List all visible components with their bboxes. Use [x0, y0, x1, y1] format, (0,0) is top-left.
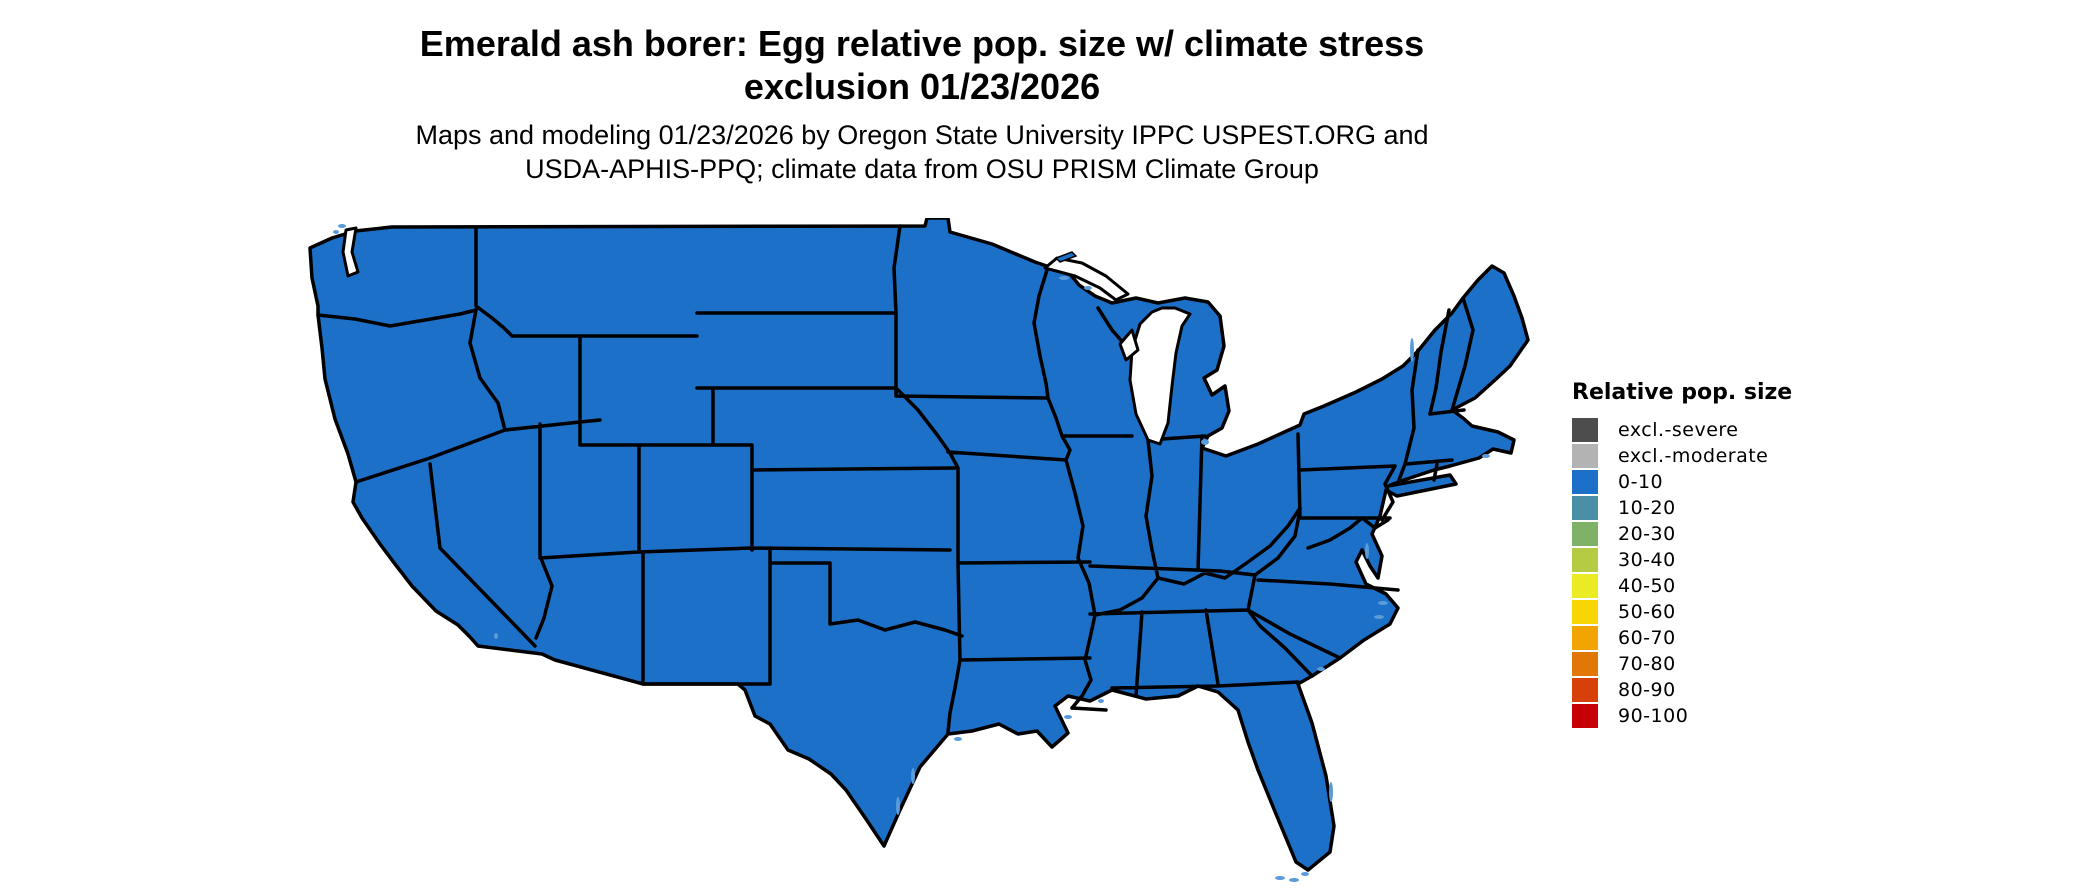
legend-label: 30-40 [1618, 549, 1676, 571]
legend-label: 90-100 [1618, 705, 1689, 727]
legend-label: 70-80 [1618, 653, 1676, 675]
isle-royale [1054, 251, 1078, 263]
legend-swatch [1572, 600, 1598, 624]
state-borders [316, 224, 1475, 734]
title-line-2: exclusion 01/23/2026 [743, 66, 1101, 107]
legend-label: 20-30 [1618, 523, 1676, 545]
legend-item-90-100: 90-100 [1572, 704, 1792, 728]
legend-swatch [1572, 704, 1598, 728]
islands [1054, 251, 1078, 263]
legend-item-70-80: 70-80 [1572, 652, 1792, 676]
legend-swatch [1572, 574, 1598, 598]
legend-label: 0-10 [1618, 471, 1664, 493]
legend-swatch [1572, 652, 1598, 676]
legend-items: excl.-severe excl.-moderate 0-10 10-20 20-30… [1572, 418, 1792, 728]
subtitle-line-1: Maps and modeling 01/23/2026 by Oregon S… [415, 120, 1429, 150]
legend-swatch [1572, 496, 1598, 520]
legend-swatch [1572, 548, 1598, 572]
lake-michigan [1128, 306, 1192, 446]
legend-swatch [1572, 522, 1598, 546]
legend-label: 80-90 [1618, 679, 1676, 701]
legend-item-excl.-moderate: excl.-moderate [1572, 444, 1792, 468]
legend-item-50-60: 50-60 [1572, 600, 1792, 624]
us-map-svg [308, 218, 1530, 882]
page-subtitle: Maps and modeling 01/23/2026 by Oregon S… [0, 118, 1844, 186]
page-title: Emerald ash borer: Egg relative pop. siz… [0, 22, 1844, 108]
legend-title: Relative pop. size [1572, 380, 1793, 405]
puget-sound [341, 226, 360, 278]
us-map [300, 218, 1530, 888]
legend-item-30-40: 30-40 [1572, 548, 1792, 572]
title-line-1: Emerald ash borer: Egg relative pop. siz… [419, 23, 1425, 64]
subtitle-line-2: USDA-APHIS-PPQ; climate data from OSU PR… [525, 154, 1319, 184]
legend-item-40-50: 40-50 [1572, 574, 1792, 598]
legend-label: 10-20 [1618, 497, 1676, 519]
legend-item-10-20: 10-20 [1572, 496, 1792, 520]
legend-item-60-70: 60-70 [1572, 626, 1792, 650]
legend-swatch [1572, 444, 1598, 468]
us-landmass [308, 218, 1530, 872]
legend-label: 60-70 [1618, 627, 1676, 649]
legend-label: excl.-severe [1618, 419, 1739, 441]
legend-label: 40-50 [1618, 575, 1676, 597]
legend-swatch [1572, 626, 1598, 650]
legend-swatch [1572, 418, 1598, 442]
legend-swatch [1572, 678, 1598, 702]
green-bay [1118, 328, 1140, 362]
legend-swatch [1572, 470, 1598, 494]
legend-item-20-30: 20-30 [1572, 522, 1792, 546]
lakes [341, 226, 1192, 446]
coastal-water-details [333, 224, 1490, 882]
legend-item-excl.-severe: excl.-severe [1572, 418, 1792, 442]
legend-item-80-90: 80-90 [1572, 678, 1792, 702]
legend-label: 50-60 [1618, 601, 1676, 623]
legend: Relative pop. size excl.-severe excl.-mod… [1572, 380, 1792, 730]
legend-label: excl.-moderate [1618, 445, 1769, 467]
legend-item-0-10: 0-10 [1572, 470, 1792, 494]
